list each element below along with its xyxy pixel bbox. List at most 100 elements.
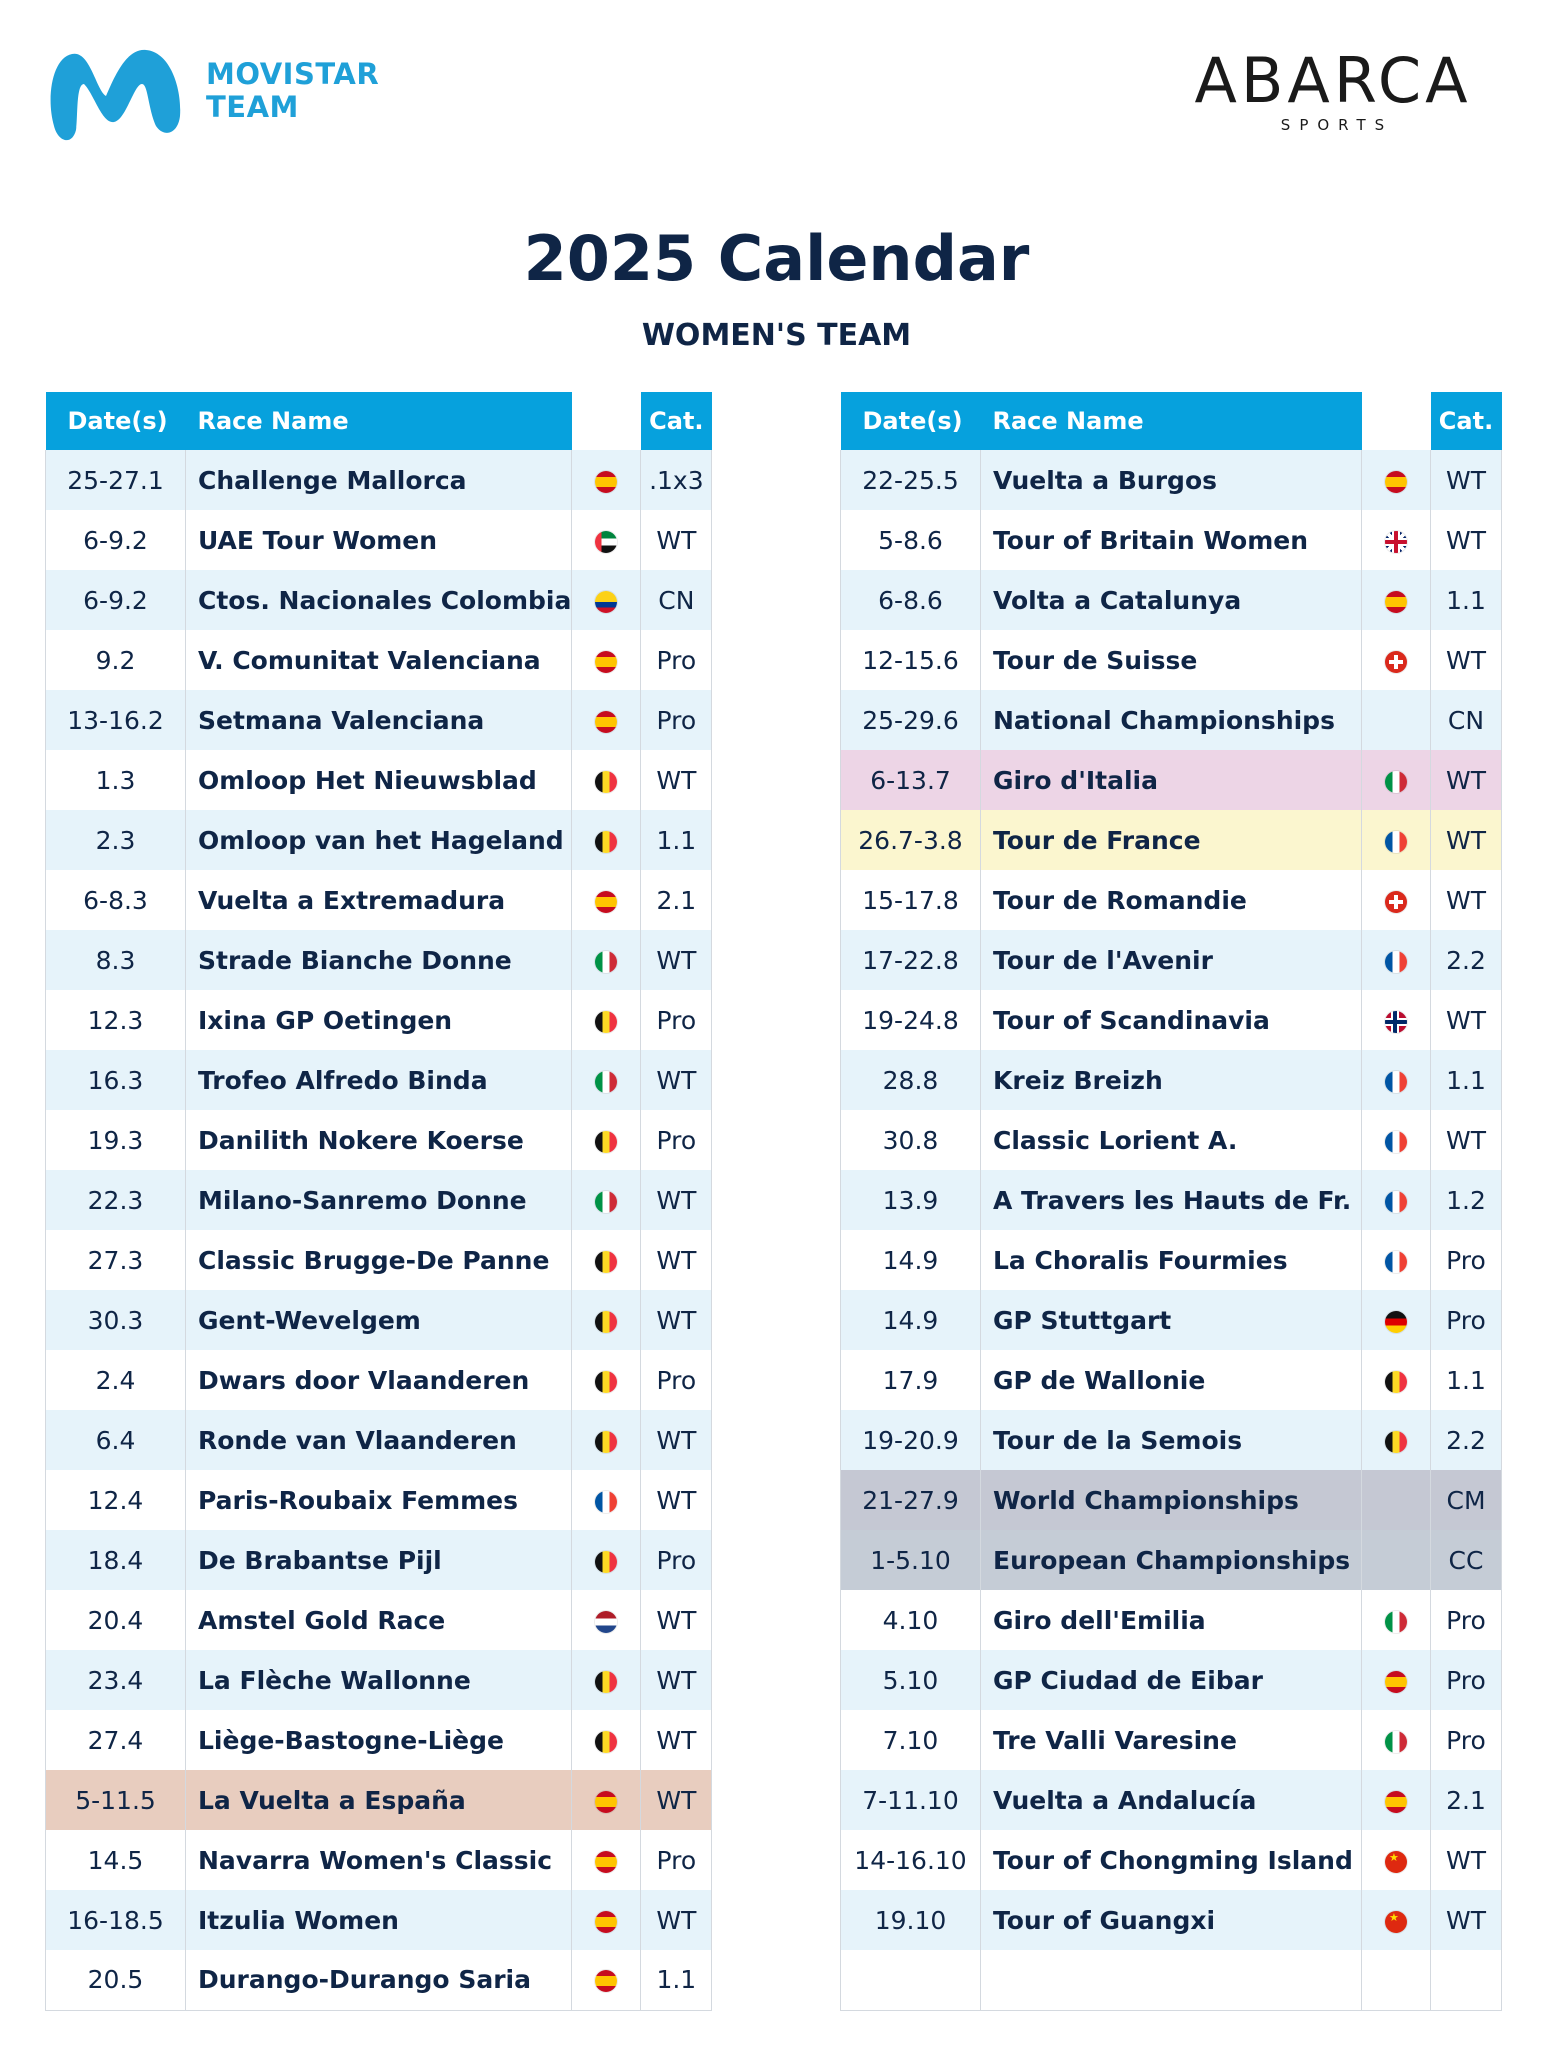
race-category: WT: [640, 1230, 713, 1290]
flag-be-icon: [595, 1250, 618, 1273]
table-row: 5-8.6 Tour of Britain Women WT: [840, 510, 1502, 570]
flag-be-icon: [595, 770, 618, 793]
race-category: WT: [1430, 630, 1502, 690]
race-flag-cell: [571, 1950, 642, 2011]
race-name: Vuelta a Burgos: [980, 450, 1362, 510]
race-name: Giro d'Italia: [980, 750, 1362, 810]
race-name: Classic Lorient A.: [980, 1110, 1362, 1170]
table-row: 30.8 Classic Lorient A. WT: [840, 1110, 1502, 1170]
race-flag-cell: [1361, 1110, 1431, 1170]
flag-it-icon: [595, 950, 618, 973]
race-category: WT: [640, 1590, 713, 1650]
race-flag-cell: [1361, 1950, 1431, 2011]
flag-be-icon: [595, 1010, 618, 1033]
race-name: Omloop Het Nieuwsblad: [185, 750, 573, 810]
flag-es-icon: [595, 1850, 618, 1873]
race-date: 22.3: [45, 1170, 186, 1230]
race-category: WT: [640, 1470, 713, 1530]
table-row: 14.5 Navarra Women's Classic Pro: [45, 1830, 781, 1890]
race-flag-cell: [1361, 990, 1431, 1050]
race-name: Danilith Nokere Koerse: [185, 1110, 573, 1170]
race-name: Itzulia Women: [185, 1890, 573, 1950]
table-row: 9.2 V. Comunitat Valenciana Pro: [45, 630, 781, 690]
race-flag-cell: [571, 930, 642, 990]
race-flag-cell: [1361, 1410, 1431, 1470]
brand-line-2: TEAM: [206, 90, 299, 124]
race-date: 17-22.8: [840, 930, 981, 990]
flag-de-icon: [1385, 1310, 1407, 1333]
race-name: Tour de l'Avenir: [980, 930, 1362, 990]
calendar-body-left: 25-27.1 Challenge Mallorca .1x3 6-9.2 UAE To…: [45, 450, 781, 2011]
race-name: Kreiz Breizh: [980, 1050, 1362, 1110]
race-flag-cell: [1361, 870, 1431, 930]
table-row: 22.3 Milano-Sanremo Donne WT: [45, 1170, 781, 1230]
header-dates: Date(s): [45, 392, 186, 450]
race-category: 1.1: [1430, 570, 1502, 630]
race-date: 5-11.5: [45, 1770, 186, 1830]
flag-es-icon: [1385, 590, 1407, 613]
table-row: 20.4 Amstel Gold Race WT: [45, 1590, 781, 1650]
race-category: WT: [1430, 450, 1502, 510]
race-name: Omloop van het Hageland: [185, 810, 573, 870]
race-date: 6-13.7: [840, 750, 981, 810]
brand-name: MOVISTAR TEAM: [206, 58, 379, 124]
page-title: 2025 Calendar: [523, 222, 1030, 295]
race-date: 30.3: [45, 1290, 186, 1350]
table-header-row: Date(s) Race Name Cat.: [840, 392, 1502, 450]
race-name: [980, 1950, 1362, 2011]
race-date: 6-9.2: [45, 510, 186, 570]
table-row: 6-13.7 Giro d'Italia WT: [840, 750, 1502, 810]
race-flag-cell: [1361, 1650, 1431, 1710]
race-date: 14.9: [840, 1290, 981, 1350]
race-flag-cell: [1361, 810, 1431, 870]
race-date: 30.8: [840, 1110, 981, 1170]
race-flag-cell: [571, 630, 642, 690]
table-row: 28.8 Kreiz Breizh 1.1: [840, 1050, 1502, 1110]
race-name: Tour de la Semois: [980, 1410, 1362, 1470]
brand-line-1: MOVISTAR: [206, 57, 380, 91]
race-category: Pro: [640, 990, 713, 1050]
race-date: 19-20.9: [840, 1410, 981, 1470]
race-name: UAE Tour Women: [185, 510, 573, 570]
table-row: 12.4 Paris-Roubaix Femmes WT: [45, 1470, 781, 1530]
table-row: 30.3 Gent-Wevelgem WT: [45, 1290, 781, 1350]
sponsor-name: ABARCA: [1194, 44, 1472, 117]
race-name: Gent-Wevelgem: [185, 1290, 573, 1350]
race-name: Paris-Roubaix Femmes: [185, 1470, 573, 1530]
race-date: 8.3: [45, 930, 186, 990]
table-row: 14.9 La Choralis Fourmies Pro: [840, 1230, 1502, 1290]
race-date: 16.3: [45, 1050, 186, 1110]
race-category: WT: [640, 1650, 713, 1710]
table-row: 18.4 De Brabantse Pijl Pro: [45, 1530, 781, 1590]
race-flag-cell: [571, 1170, 642, 1230]
race-name: Classic Brugge-De Panne: [185, 1230, 573, 1290]
race-name: Volta a Catalunya: [980, 570, 1362, 630]
header-race: Race Name: [185, 392, 572, 450]
race-name: Durango-Durango Saria: [185, 1950, 573, 2011]
race-flag-cell: [1361, 450, 1431, 510]
race-name: Ronde van Vlaanderen: [185, 1410, 573, 1470]
race-name: Ixina GP Oetingen: [185, 990, 573, 1050]
race-name: Tour de Suisse: [980, 630, 1362, 690]
race-category: WT: [640, 1710, 713, 1770]
table-row: 7-11.10 Vuelta a Andalucía 2.1: [840, 1770, 1502, 1830]
race-name: Tour of Guangxi: [980, 1890, 1362, 1950]
race-name: Vuelta a Andalucía: [980, 1770, 1362, 1830]
flag-fr-icon: [1385, 950, 1407, 973]
table-row: 27.3 Classic Brugge-De Panne WT: [45, 1230, 781, 1290]
race-category: WT: [640, 1170, 713, 1230]
race-flag-cell: [571, 1650, 642, 1710]
race-flag-cell: [571, 1470, 642, 1530]
race-flag-cell: [571, 1410, 642, 1470]
flag-no-icon: [1385, 1010, 1407, 1033]
race-name: Vuelta a Extremadura: [185, 870, 573, 930]
race-category: Pro: [640, 1350, 713, 1410]
race-date: 18.4: [45, 1530, 186, 1590]
race-category: .1x3: [640, 450, 713, 510]
table-row: 6-8.6 Volta a Catalunya 1.1: [840, 570, 1502, 630]
flag-es-icon: [595, 650, 618, 673]
flag-es-icon: [595, 1790, 618, 1813]
race-category: WT: [640, 1410, 713, 1470]
table-row: 7.10 Tre Valli Varesine Pro: [840, 1710, 1502, 1770]
